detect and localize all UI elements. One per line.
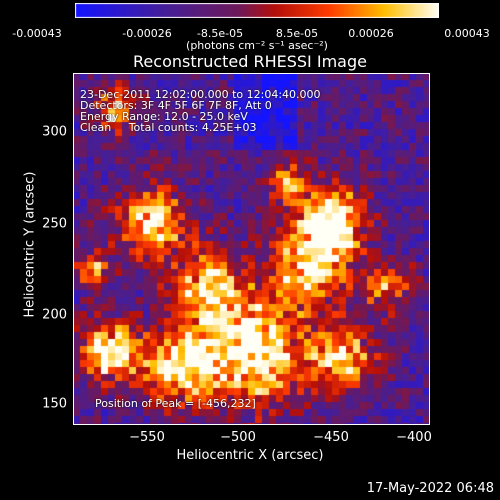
x-tick-label: −450 (313, 430, 349, 445)
colorbar-tick: 0.00043 (444, 27, 490, 40)
colorbar-units: (photons cm⁻² s⁻¹ asec⁻²) (186, 39, 328, 52)
x-tick-label: −400 (396, 430, 432, 445)
info-time-range: 23-Dec-2011 12:02:00.000 to 12:04:40.000 (80, 88, 321, 101)
info-peak-position: Position of Peak = [-456,232] (95, 397, 256, 410)
y-tick-label: 200 (42, 307, 67, 323)
plot-area (73, 73, 430, 425)
y-axis-label: Heliocentric Y (arcsec) (22, 171, 38, 318)
info-energy-range: Energy Range: 12.0 - 25.0 keV (80, 110, 248, 123)
y-tick-label: 300 (42, 124, 67, 140)
colorbar (75, 3, 439, 18)
colorbar-tick: -0.00043 (12, 27, 62, 40)
info-detectors: Detectors: 3F 4F 5F 6F 7F 8F, Att 0 (80, 99, 272, 112)
y-tick-label: 150 (42, 396, 67, 412)
colorbar-tick: -8.5e-05 (196, 27, 244, 40)
plot-border (73, 73, 430, 425)
chart-title: Reconstructed RHESSI Image (133, 52, 367, 71)
colorbar-tick: -0.00026 (122, 27, 172, 40)
plot-timestamp: 17-May-2022 06:48 (366, 481, 494, 496)
colorbar-tick: 8.5e-05 (275, 27, 319, 40)
info-total-counts: Clean Total counts: 4.25E+03 (80, 121, 257, 134)
x-tick-label: −500 (220, 430, 256, 445)
x-tick-label: −550 (129, 430, 165, 445)
colorbar-tick: 0.00026 (348, 27, 394, 40)
plot-axes (73, 73, 430, 425)
heatmap-image (73, 73, 430, 425)
x-axis-label: Heliocentric X (arcsec) (176, 448, 324, 463)
y-tick-label: 250 (42, 216, 67, 232)
